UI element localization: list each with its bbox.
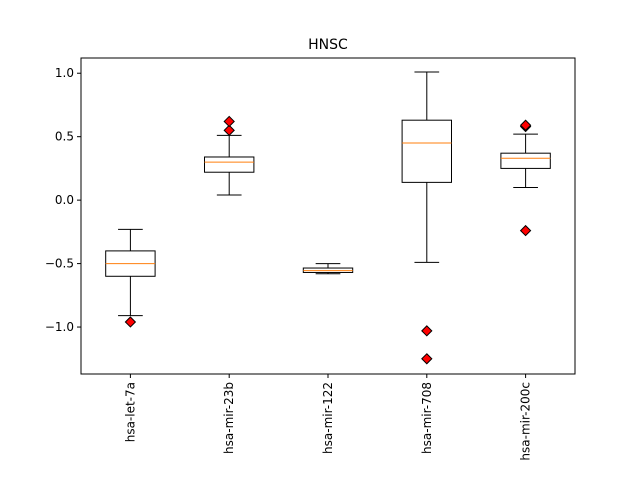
y-axis: −1.0 −0.5 0.0 0.5 1.0 [45,66,81,334]
box [401,119,453,183]
flier-point [124,316,137,328]
plot-area [105,71,551,365]
box-group [500,119,551,237]
flier-point [223,115,235,128]
y-tick-label: −0.5 [45,257,74,271]
flier-point [421,325,433,337]
flier-point [421,353,433,365]
chart-title: HNSC [308,37,348,53]
box-group [302,263,354,275]
box [500,152,551,169]
y-tick-label: 0.5 [55,130,74,144]
x-tick-label: hsa-mir-23b [222,382,236,454]
x-axis: hsa-let-7a hsa-mir-23b hsa-mir-122 hsa-mir-… [123,374,533,461]
y-tick-label: 1.0 [55,66,74,80]
x-tick-label: hsa-mir-708 [420,382,434,454]
axes-frame [80,57,576,375]
y-tick-label: 0.0 [55,193,74,207]
x-tick-label: hsa-mir-122 [321,382,335,454]
box-group [105,228,156,328]
flier-point [223,124,235,137]
x-tick-label: hsa-mir-200c [519,382,533,461]
flier-point [519,119,532,131]
box-group [204,115,255,196]
y-tick-label: −1.0 [45,320,74,334]
box [204,156,255,173]
flier-point [519,224,532,237]
box-group [401,71,453,365]
x-tick-label: hsa-let-7a [123,382,137,442]
